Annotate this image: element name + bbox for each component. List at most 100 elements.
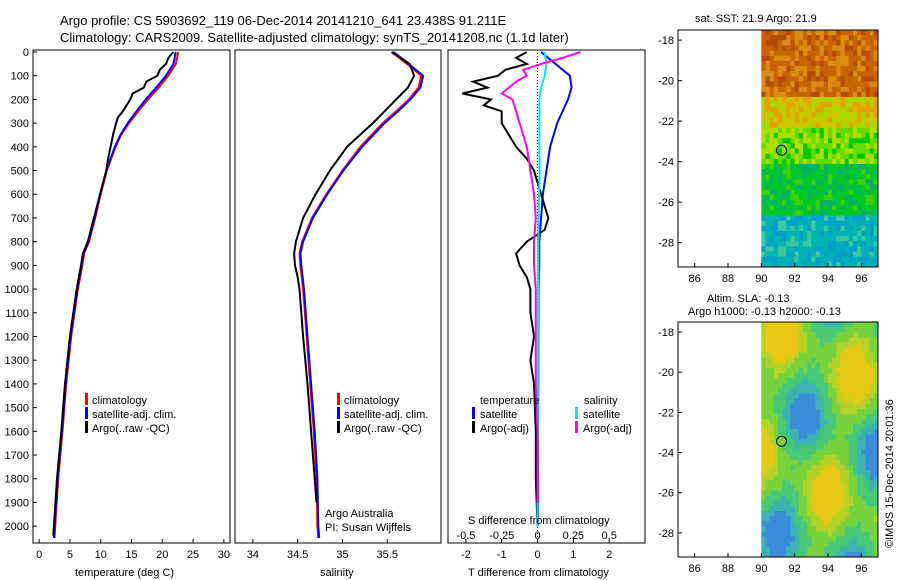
- map-cell: [840, 241, 846, 247]
- map-cell: [823, 91, 829, 98]
- map-cell: [815, 256, 821, 263]
- map-cell: [798, 133, 804, 139]
- map-cell: [803, 551, 808, 558]
- map-cell: [798, 200, 804, 206]
- map-cell: [786, 327, 791, 333]
- map-cell: [832, 378, 837, 384]
- map-cell: [861, 220, 866, 227]
- map-cell: [823, 200, 829, 206]
- map-cell: [865, 357, 871, 364]
- map-cell: [761, 327, 766, 333]
- map-cell: [865, 112, 871, 119]
- map-cell: [798, 210, 804, 216]
- map-cell: [778, 454, 783, 461]
- map-cell: [840, 337, 846, 343]
- map-cell: [857, 256, 862, 263]
- map-cell: [761, 444, 766, 451]
- map-cell: [853, 241, 858, 247]
- map-cell: [794, 383, 800, 389]
- map-cell: [869, 449, 875, 456]
- map-cell: [823, 102, 829, 108]
- map-cell: [823, 505, 829, 512]
- map-cell: [803, 205, 808, 211]
- map-cell: [765, 174, 771, 180]
- map-cell: [794, 169, 800, 175]
- map-cell: [773, 414, 779, 420]
- map-cell: [790, 256, 796, 263]
- map-cell: [832, 60, 837, 67]
- map-cell: [761, 174, 766, 180]
- map-cell: [844, 66, 850, 72]
- map-cell: [844, 35, 850, 41]
- x-tick-label: 0: [534, 549, 540, 561]
- map-cell: [828, 347, 833, 354]
- map-cell: [828, 246, 833, 253]
- map-cell: [865, 97, 871, 103]
- map-cell: [815, 531, 821, 538]
- map-cell: [782, 332, 787, 338]
- map-cell: [828, 388, 833, 394]
- map-cell: [873, 184, 879, 191]
- map-cell: [794, 251, 800, 258]
- map-cell: [769, 127, 775, 134]
- map-cell: [840, 368, 846, 374]
- map-cell: [848, 439, 854, 446]
- map-cell: [761, 153, 766, 160]
- map-cell: [861, 184, 866, 191]
- map-cell: [861, 60, 866, 67]
- map-cell: [873, 66, 879, 72]
- map-cell: [840, 174, 846, 180]
- map-cell: [823, 225, 829, 232]
- map-cell: [790, 60, 796, 67]
- map-cell: [786, 500, 791, 507]
- map-cell: [794, 378, 800, 384]
- map-cell: [840, 419, 846, 425]
- map-cell: [769, 194, 775, 201]
- map-cell: [873, 50, 879, 57]
- map-cell: [869, 66, 875, 72]
- map-cell: [807, 35, 812, 41]
- map-cell: [823, 480, 829, 486]
- map-cell: [823, 81, 829, 88]
- map-cell: [815, 50, 821, 57]
- map-cell: [794, 71, 800, 77]
- map-cell: [782, 256, 787, 263]
- map-cell: [782, 342, 787, 348]
- map-cell: [865, 322, 871, 328]
- map-cell: [769, 439, 775, 446]
- map-cell: [811, 470, 816, 476]
- map-cell: [782, 388, 787, 394]
- map-cell: [761, 127, 766, 134]
- map-cell: [844, 148, 850, 155]
- map-cell: [803, 164, 808, 170]
- map-cell: [815, 454, 821, 461]
- map-cell: [803, 60, 808, 67]
- map-cell: [765, 251, 771, 258]
- map-cell: [807, 480, 812, 486]
- map-cell: [844, 536, 850, 543]
- map-cell: [819, 546, 825, 553]
- map-cell: [869, 342, 875, 348]
- map-cell: [761, 251, 766, 258]
- map-cell: [769, 256, 775, 263]
- map-cell: [761, 30, 766, 36]
- sst-map-panel: sat. SST: 21.9 Argo: 21.9 86 88 90 92 94 96-1…: [658, 13, 879, 285]
- map-cell: [861, 352, 866, 359]
- map-cell: [773, 225, 779, 232]
- map-cell: [832, 97, 837, 103]
- map-cell: [794, 225, 800, 232]
- map-cell: [773, 419, 779, 425]
- map-cell: [832, 424, 837, 430]
- map-cell: [782, 66, 787, 72]
- map-cell: [861, 164, 866, 170]
- map-cell: [803, 490, 808, 497]
- map-cell: [769, 153, 775, 160]
- map-cell: [790, 107, 796, 113]
- map-cell: [865, 459, 871, 466]
- map-cell: [840, 470, 846, 476]
- map-cell: [853, 362, 858, 369]
- map-cell: [765, 347, 771, 354]
- map-cell: [778, 55, 783, 62]
- map-cell: [778, 388, 783, 394]
- map-cell: [790, 200, 796, 206]
